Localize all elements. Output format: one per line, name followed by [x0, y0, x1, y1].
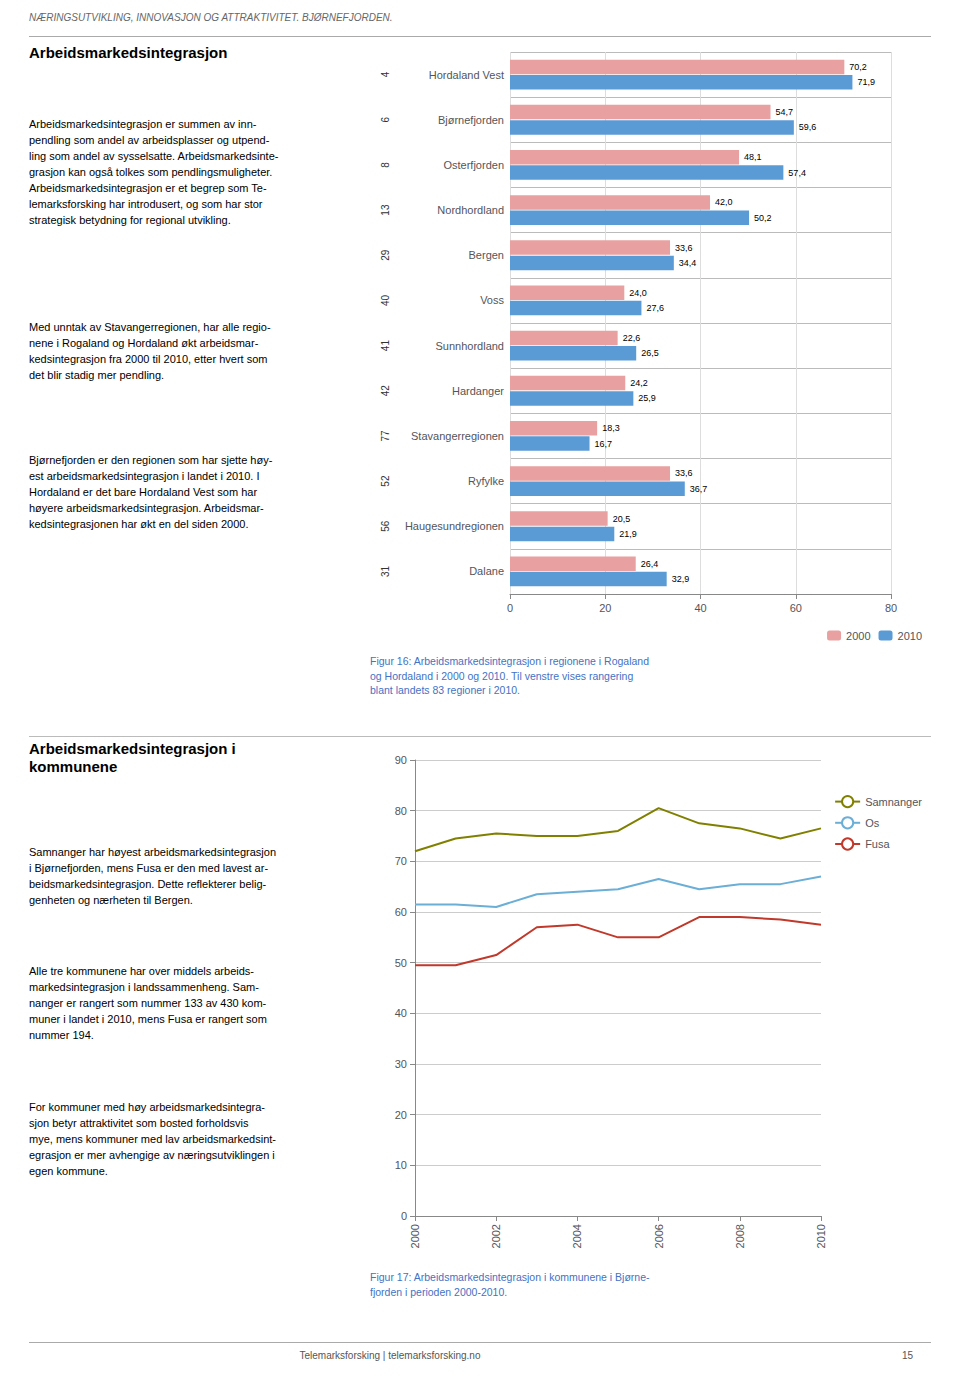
svg-text:54,7: 54,7 [776, 107, 794, 117]
svg-text:80: 80 [395, 805, 407, 817]
svg-text:2000: 2000 [846, 630, 870, 642]
svg-text:Voss: Voss [480, 294, 504, 306]
svg-text:30: 30 [395, 1058, 407, 1070]
svg-text:32,9: 32,9 [672, 574, 690, 584]
svg-text:26,4: 26,4 [641, 559, 659, 569]
svg-text:2004: 2004 [571, 1224, 583, 1248]
svg-text:56: 56 [380, 520, 391, 532]
svg-text:16,7: 16,7 [595, 439, 613, 449]
svg-text:36,7: 36,7 [690, 484, 708, 494]
svg-text:2010: 2010 [815, 1224, 827, 1248]
html-text:NÆRINGSUTVIKLING, INNOVASJON O: NÆRINGSUTVIKLING, INNOVASJON OG ATTRAKTI… [29, 12, 393, 23]
svg-text:41: 41 [380, 340, 391, 352]
svg-text:Dalane: Dalane [469, 565, 504, 577]
svg-text:60: 60 [395, 906, 407, 918]
svg-text:20: 20 [599, 602, 611, 614]
svg-text:26,5: 26,5 [641, 348, 659, 358]
svg-text:22,6: 22,6 [623, 333, 641, 343]
svg-text:34,4: 34,4 [679, 258, 697, 268]
svg-text:24,0: 24,0 [629, 288, 647, 298]
svg-text:80: 80 [885, 602, 897, 614]
svg-text:8: 8 [380, 162, 391, 168]
svg-text:42: 42 [380, 385, 391, 397]
svg-text:Os: Os [865, 817, 880, 829]
html-text:Figur 16: Arbeidsmarkedsintegr: Figur 16: Arbeidsmarkedsintegrasjon i re… [370, 655, 649, 697]
svg-text:50: 50 [395, 957, 407, 969]
svg-text:6: 6 [380, 117, 391, 123]
svg-text:Nordhordland: Nordhordland [437, 204, 504, 216]
svg-text:Haugesundregionen: Haugesundregionen [405, 520, 504, 532]
svg-text:2008: 2008 [734, 1224, 746, 1248]
svg-text:Samnanger: Samnanger [865, 796, 922, 808]
html-text:Telemarksforsking | telemarksf: Telemarksforsking | telemarksforsking.no [299, 1350, 481, 1361]
svg-text:Ryfylke: Ryfylke [468, 475, 504, 487]
html-text:Samnanger har høyest arbeidsma: Samnanger har høyest arbeidsmarkedsinteg… [29, 846, 276, 906]
svg-text:0: 0 [507, 602, 513, 614]
svg-text:13: 13 [380, 204, 391, 216]
svg-text:2006: 2006 [653, 1224, 665, 1248]
svg-text:50,2: 50,2 [754, 213, 772, 223]
svg-text:57,4: 57,4 [788, 168, 806, 178]
html-text:Alle tre kommunene har over mi: Alle tre kommunene har over middels arbe… [29, 965, 267, 1041]
html-text:Arbeidsmarkedsintegrasjon i ko: Arbeidsmarkedsintegrasjon i kommunene [29, 740, 236, 775]
svg-text:40: 40 [395, 1007, 407, 1019]
svg-text:31: 31 [380, 565, 391, 577]
svg-text:0: 0 [401, 1210, 407, 1222]
svg-text:60: 60 [790, 602, 802, 614]
html-text:Arbeidsmarkedsintegrasjon: Arbeidsmarkedsintegrasjon [29, 44, 228, 61]
svg-text:20,5: 20,5 [613, 514, 631, 524]
svg-text:21,9: 21,9 [619, 529, 637, 539]
svg-text:10: 10 [395, 1159, 407, 1171]
svg-text:42,0: 42,0 [715, 197, 733, 207]
html-text:Arbeidsmarkedsintegrasjon er s: Arbeidsmarkedsintegrasjon er summen av i… [29, 118, 279, 226]
svg-text:90: 90 [395, 754, 407, 766]
svg-text:77: 77 [380, 430, 391, 442]
svg-text:Osterfjorden: Osterfjorden [443, 159, 504, 171]
svg-text:Bjørnefjorden: Bjørnefjorden [438, 114, 504, 126]
svg-text:70: 70 [395, 855, 407, 867]
svg-text:48,1: 48,1 [744, 152, 762, 162]
svg-text:18,3: 18,3 [602, 423, 620, 433]
html-text:Bjørnefjorden er den regionen: Bjørnefjorden er den regionen som har sj… [29, 454, 273, 530]
svg-text:29: 29 [380, 249, 391, 261]
svg-text:70,2: 70,2 [849, 62, 867, 72]
svg-text:2002: 2002 [490, 1224, 502, 1248]
svg-text:Fusa: Fusa [865, 838, 890, 850]
svg-text:Stavangerregionen: Stavangerregionen [411, 430, 504, 442]
svg-text:Hordaland Vest: Hordaland Vest [429, 69, 504, 81]
svg-text:40: 40 [380, 294, 391, 306]
html-text:For kommuner med høy arbeidsma: For kommuner med høy arbeidsmarkedsinteg… [29, 1101, 276, 1177]
html-text:15: 15 [901, 1350, 913, 1361]
svg-text:71,9: 71,9 [857, 77, 875, 87]
svg-text:2010: 2010 [898, 630, 922, 642]
svg-text:25,9: 25,9 [638, 393, 656, 403]
html-text:Med unntak av Stavangerregione: Med unntak av Stavangerregionen, har all… [29, 321, 271, 381]
svg-text:4: 4 [380, 71, 391, 77]
html-text:Figur 17: Arbeidsmarkedsintegr: Figur 17: Arbeidsmarkedsintegrasjon i ko… [370, 1271, 650, 1298]
svg-text:33,6: 33,6 [675, 468, 693, 478]
svg-text:20: 20 [395, 1109, 407, 1121]
svg-text:59,6: 59,6 [799, 122, 817, 132]
svg-text:2000: 2000 [409, 1224, 421, 1248]
svg-text:Sunnhordland: Sunnhordland [435, 340, 504, 352]
svg-text:27,6: 27,6 [646, 303, 664, 313]
svg-text:24,2: 24,2 [630, 378, 648, 388]
svg-text:Hardanger: Hardanger [452, 385, 504, 397]
svg-text:40: 40 [694, 602, 706, 614]
svg-text:Bergen: Bergen [469, 249, 504, 261]
svg-text:33,6: 33,6 [675, 243, 693, 253]
svg-text:52: 52 [380, 475, 391, 487]
